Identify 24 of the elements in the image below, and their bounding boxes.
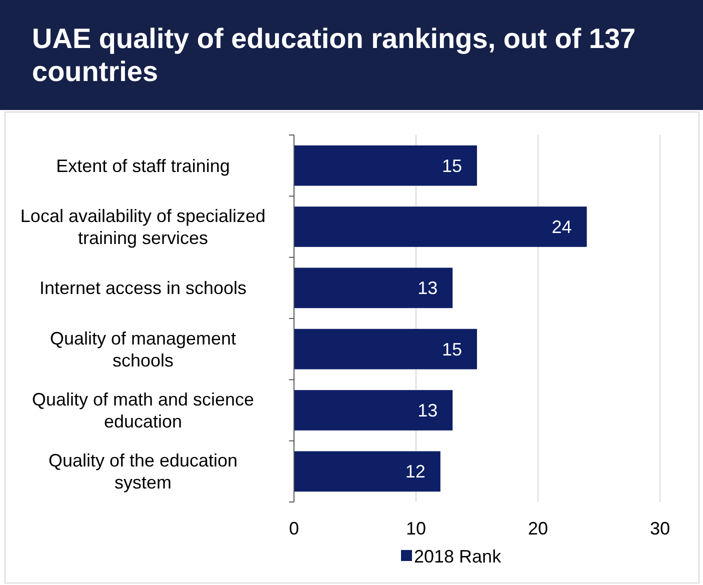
bar (294, 206, 587, 247)
y-tick-label: Quality of the education system (48, 450, 238, 493)
y-tick-label: Quality of management schools (50, 328, 236, 370)
data-label: 13 (418, 278, 438, 298)
legend-label: 2018 Rank (414, 546, 502, 566)
data-label: 15 (442, 156, 462, 176)
y-tick-label: Quality of math and science education (32, 390, 254, 432)
data-label: 12 (405, 462, 426, 482)
x-tick-label: 30 (650, 518, 670, 538)
bar (294, 268, 453, 308)
y-tick-label: Extent of staff training (56, 156, 230, 176)
bar (294, 145, 477, 186)
y-tick-label: Internet access in schools (39, 278, 247, 298)
chart-title: UAE quality of education rankings, out of 137 countries (32, 23, 636, 87)
data-label: 13 (418, 400, 438, 421)
y-tick-label: Local availability of specialized training services (20, 206, 266, 248)
bar (294, 390, 453, 430)
bar (294, 451, 440, 492)
data-label: 24 (552, 217, 572, 238)
x-tick-label: 0 (288, 518, 300, 538)
x-tick-label: 20 (528, 518, 548, 538)
data-label: 15 (442, 339, 462, 360)
bar (294, 328, 477, 370)
x-tick-label: 10 (406, 518, 426, 538)
